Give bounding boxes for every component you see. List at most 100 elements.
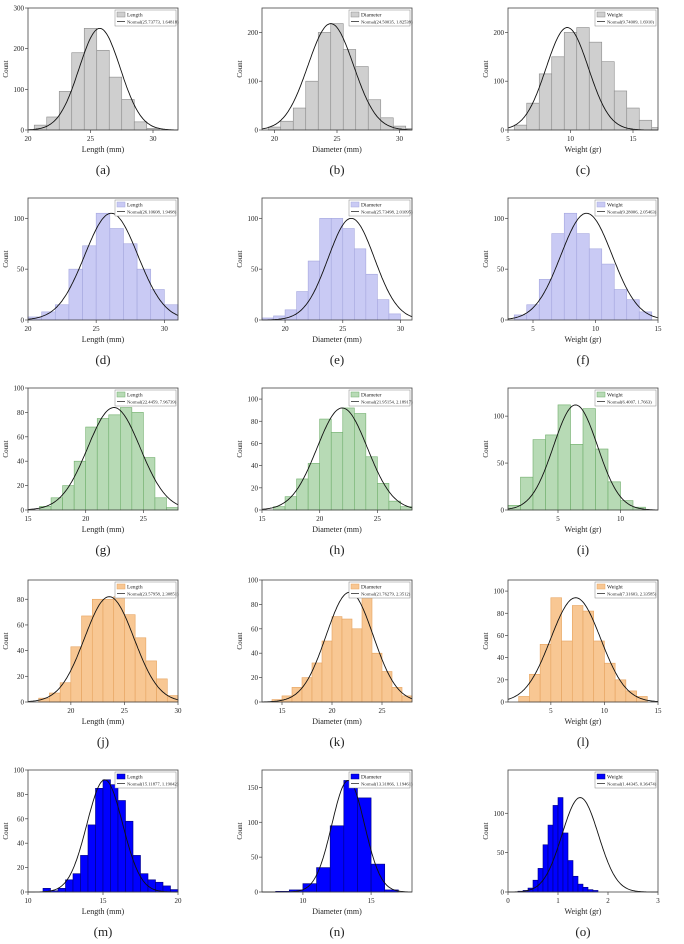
y-tick-label-k: 80 (251, 601, 259, 609)
bar-e-5 (319, 218, 332, 321)
x-tick-label-m: 20 (175, 897, 183, 905)
bar-c-0 (513, 124, 528, 131)
bar-k-5 (321, 640, 333, 703)
y-tick-label-i: 100 (494, 413, 505, 421)
y-tick-label-d: 50 (17, 266, 25, 274)
x-tick-label-m: 10 (25, 897, 33, 905)
bar-o-10 (567, 860, 574, 893)
bar-e-10 (377, 299, 390, 321)
y-tick-label-f: 50 (497, 266, 505, 274)
normal-curve-m (28, 779, 178, 893)
x-axis-label-m: Length (mm) (82, 907, 125, 916)
x-tick-label-f: 5 (531, 325, 535, 333)
plot-frame-o (507, 769, 659, 893)
y-tick-label-j: 80 (17, 596, 25, 604)
bar-a-8 (133, 121, 148, 131)
y-tick-label-g: 20 (17, 482, 25, 490)
bar-l-3 (550, 597, 562, 703)
legend-swatch-o (596, 773, 606, 780)
bar-d-7 (123, 243, 138, 321)
bar-h-5 (330, 432, 344, 511)
y-tick-label-i: 50 (497, 460, 505, 468)
chart-d: 20 25 30 0 50 100 Length (mm) Count LengthNormal… (2, 197, 179, 367)
y-tick-label-k: 60 (251, 625, 259, 633)
x-tick-label-k: 20 (329, 707, 337, 715)
bar-o-5 (542, 844, 549, 893)
bar-h-9 (377, 483, 390, 511)
y-tick-label-k: 0 (255, 699, 259, 707)
y-axis-label-h: Count (236, 440, 244, 457)
bar-a-5 (96, 49, 110, 131)
x-tick-label-o: 3 (656, 897, 660, 905)
x-axis-label-o: Weight (gr) (565, 907, 602, 916)
bar-b-6 (342, 49, 357, 131)
y-tick-label-m: 80 (17, 791, 25, 799)
y-tick-label-b: 200 (248, 29, 259, 37)
y-tick-label-i: 0 (501, 507, 505, 515)
x-axis-label-h: Diameter (mm) (312, 525, 362, 534)
y-tick-label-c: 0 (501, 127, 505, 135)
y-tick-label-j: 60 (17, 621, 25, 629)
bar-a-6 (108, 76, 123, 131)
bar-b-1 (280, 120, 294, 131)
legend-box-n (348, 771, 411, 789)
x-tick-label-o: 1 (556, 897, 560, 905)
x-tick-label-f: 15 (655, 325, 663, 333)
plot-frame-j (27, 579, 179, 703)
bar-m-3 (65, 879, 74, 893)
legend-line-label-g: Normal(22.4459, 7.96739) (127, 400, 177, 406)
legend-swatch-h (350, 391, 360, 398)
plot-frame-d (27, 197, 179, 321)
y-tick-label-h: 0 (255, 507, 259, 515)
bar-e-6 (330, 218, 344, 321)
legend-bar-label-h: Diameter (361, 393, 382, 399)
x-tick-label-n: 15 (368, 897, 376, 905)
legend-swatch-i (596, 391, 606, 398)
y-tick-label-m: 100 (14, 767, 25, 775)
x-tick-label-l: 10 (601, 707, 609, 715)
caption-o: (o) (575, 924, 590, 939)
plot-frame-h (261, 387, 413, 511)
chart-c: 5 10 15 0 100 200 Weight (gr) Count WeightNormal… (482, 7, 659, 177)
y-axis-label-l: Count (482, 632, 490, 649)
x-tick-label-c: 10 (567, 135, 575, 143)
legend-box-e (348, 199, 411, 217)
bar-i-5 (570, 444, 584, 511)
bar-o-12 (577, 883, 584, 893)
x-tick-label-a: 30 (150, 135, 158, 143)
y-tick-label-l: 100 (494, 588, 505, 596)
caption-h: (h) (329, 542, 344, 557)
x-tick-label-h: 20 (316, 515, 324, 523)
bar-l-1 (529, 673, 541, 703)
bar-g-6 (108, 414, 121, 511)
y-tick-label-j: 40 (17, 647, 25, 655)
bar-k-7 (341, 618, 353, 703)
caption-l: (l) (577, 734, 589, 749)
x-axis-label-l: Weight (gr) (565, 717, 602, 726)
bar-d-8 (136, 268, 152, 321)
y-tick-label-n: 100 (248, 819, 259, 827)
y-axis-label-e: Count (236, 250, 244, 267)
bar-o-13 (582, 886, 589, 893)
bar-j-9 (134, 637, 147, 703)
y-tick-label-m: 0 (21, 889, 25, 897)
bar-m-8 (102, 779, 111, 893)
x-axis-label-j: Length (mm) (82, 717, 125, 726)
bar-j-1 (49, 692, 61, 703)
x-tick-label-e: 30 (397, 325, 405, 333)
bar-l-7 (593, 640, 605, 703)
bar-c-3 (551, 56, 565, 131)
y-tick-label-h: 60 (251, 440, 259, 448)
x-axis-label-a: Length (mm) (82, 145, 125, 154)
chart-b: 20 25 30 0 100 200 Diameter (mm) Count DiameterN… (236, 7, 413, 177)
